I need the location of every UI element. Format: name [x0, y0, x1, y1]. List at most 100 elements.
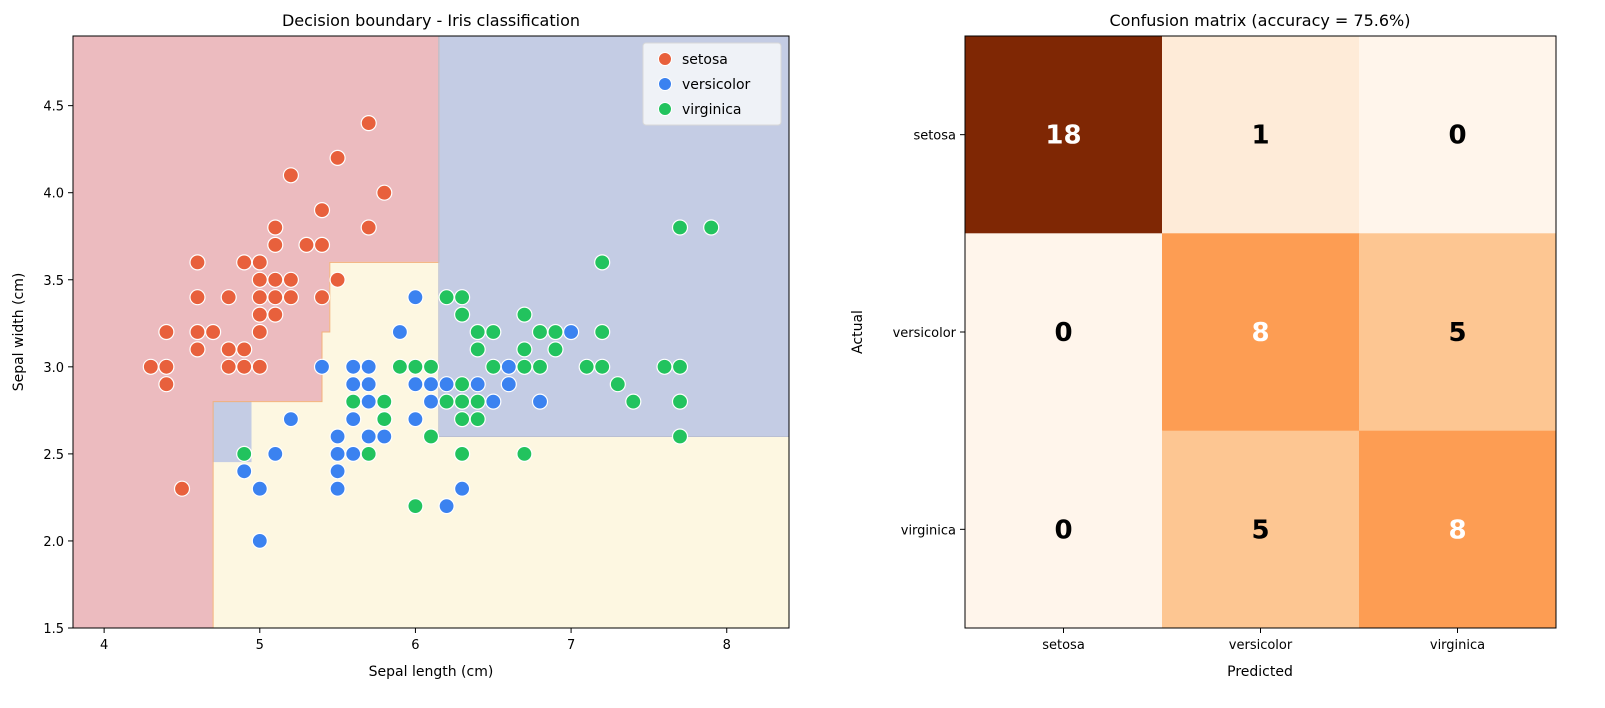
point-versicolor [329, 463, 346, 480]
matrix-cell [1162, 36, 1360, 234]
point-versicolor [329, 480, 346, 497]
point-versicolor [360, 358, 377, 375]
point-virginica [531, 358, 549, 375]
point-setosa [189, 289, 206, 306]
matrix-cell [1359, 233, 1557, 432]
point-virginica [422, 358, 440, 375]
point-versicolor [407, 411, 424, 428]
x-tick-label: 4 [100, 638, 108, 653]
point-versicolor [251, 480, 268, 497]
point-versicolor [329, 445, 346, 462]
point-virginica [671, 393, 689, 410]
point-setosa [313, 236, 331, 253]
point-virginica [454, 411, 471, 428]
decision-boundary-chart: Decision boundary - Iris classification … [11, 11, 790, 680]
matrix-cell [1359, 36, 1557, 234]
matrix-cell-value: 1 [1251, 121, 1269, 151]
point-versicolor [500, 358, 517, 375]
legend-label-versicolor: versicolor [682, 77, 751, 93]
matrix-x-tick-label: versicolor [1229, 638, 1293, 653]
legend-label-setosa: setosa [682, 52, 728, 68]
point-virginica [454, 445, 471, 462]
point-virginica [531, 323, 549, 341]
point-setosa [329, 271, 346, 288]
point-virginica [469, 341, 486, 358]
point-versicolor [531, 393, 549, 410]
point-virginica [485, 323, 502, 341]
point-setosa [236, 358, 253, 375]
matrix-cell [965, 430, 1163, 629]
matrix-cells: 18 1 0 0 8 5 0 5 8 [965, 36, 1557, 629]
y-tick-label: 2.0 [43, 535, 64, 550]
point-versicolor [376, 428, 393, 445]
x-tick-label: 5 [256, 638, 264, 653]
point-setosa [282, 289, 299, 306]
y-tick-label: 3.5 [43, 274, 64, 289]
point-versicolor [345, 445, 362, 462]
matrix-y-tick-label: virginica [901, 523, 956, 538]
y-tick-label: 1.5 [43, 622, 64, 637]
matrix-cell-value: 0 [1054, 318, 1072, 348]
confusion-matrix-chart: Confusion matrix (accuracy = 75.6%) 18 1 0… [850, 11, 1557, 680]
point-virginica [454, 289, 471, 306]
point-virginica [376, 411, 393, 428]
point-versicolor [267, 445, 284, 462]
point-setosa [173, 480, 191, 497]
point-setosa [267, 306, 284, 323]
point-setosa [158, 323, 175, 341]
point-virginica [594, 323, 611, 341]
scatter-plot-frame [72, 35, 790, 629]
matrix-cell-value: 8 [1448, 515, 1466, 545]
scatter-title: Decision boundary - Iris classification [282, 11, 580, 30]
point-versicolor [313, 358, 331, 375]
point-virginica [407, 498, 424, 515]
scatter-y-axis-label: Sepal width (cm) [11, 273, 27, 392]
point-virginica [547, 341, 564, 358]
point-versicolor [360, 376, 377, 393]
point-versicolor [345, 376, 362, 393]
point-virginica [547, 323, 564, 341]
scatter-x-axis-label: Sepal length (cm) [369, 664, 494, 680]
matrix-x-tick-label: setosa [1042, 638, 1085, 653]
point-setosa [142, 358, 159, 375]
point-virginica [516, 341, 533, 358]
decision-regions [72, 35, 790, 629]
point-setosa [251, 323, 268, 341]
matrix-cell-value: 18 [1045, 121, 1081, 151]
y-tick-label: 2.5 [43, 448, 64, 463]
point-versicolor [469, 376, 486, 393]
matrix-cell [965, 36, 1163, 234]
point-setosa [251, 254, 268, 271]
point-setosa [251, 289, 268, 306]
point-versicolor [485, 393, 502, 410]
point-versicolor [422, 376, 440, 393]
x-tick-label: 6 [411, 638, 419, 653]
point-virginica [454, 393, 471, 410]
point-versicolor [251, 532, 268, 550]
point-virginica [516, 358, 533, 375]
matrix-cell-value: 0 [1448, 121, 1466, 151]
point-virginica [438, 393, 455, 410]
point-setosa [158, 358, 175, 375]
legend-label-virginica: virginica [682, 102, 742, 118]
point-versicolor [407, 376, 424, 393]
y-tick-label: 4.5 [43, 100, 64, 115]
point-virginica [469, 411, 486, 428]
point-versicolor [360, 428, 377, 445]
matrix-cell-value: 5 [1448, 318, 1466, 348]
matrix-x-axis-label: Predicted [1227, 664, 1293, 680]
point-virginica [407, 358, 424, 375]
point-virginica [609, 376, 626, 393]
scatter-x-ticks: 4 5 6 7 8 [100, 628, 731, 653]
matrix-title: Confusion matrix (accuracy = 75.6%) [1110, 11, 1411, 30]
point-virginica [516, 306, 533, 323]
point-setosa [360, 114, 377, 132]
point-virginica [454, 306, 471, 323]
point-setosa [251, 271, 268, 288]
x-tick-label: 8 [723, 638, 731, 653]
point-virginica [671, 219, 689, 236]
point-virginica [578, 358, 595, 375]
point-setosa [267, 236, 284, 253]
point-virginica [656, 358, 673, 375]
point-versicolor [345, 358, 362, 375]
